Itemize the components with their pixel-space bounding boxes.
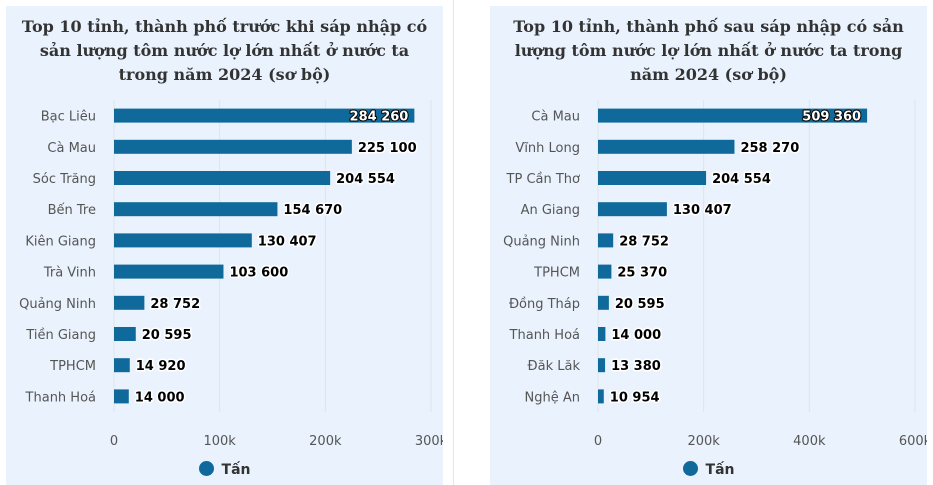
x-tick-label: 300k [415, 434, 443, 449]
legend[interactable]: Tấn [6, 461, 443, 478]
data-label: 204 554 [712, 172, 771, 187]
bar [598, 139, 735, 154]
bar [114, 139, 352, 154]
legend-label: Tấn [221, 462, 251, 478]
data-label: 14 000 [611, 328, 661, 343]
x-tick-label: 100k [203, 434, 236, 449]
bar [598, 108, 868, 123]
data-label: 28 752 [150, 297, 200, 312]
bar [114, 171, 331, 185]
category-label: Thanh Hoá [509, 328, 580, 343]
x-tick-label: 400k [793, 434, 826, 449]
x-tick-label: 200k [687, 434, 720, 449]
category-label: Cà Mau [531, 110, 580, 125]
data-label: 204 554 [336, 172, 395, 187]
data-label: 14 920 [136, 359, 186, 374]
category-label: Đăk Lăk [528, 359, 581, 374]
data-label: 225 100 [358, 141, 417, 156]
category-label: An Giang [521, 203, 580, 218]
bar [114, 264, 224, 279]
bar [114, 233, 252, 248]
data-label: 13 380 [611, 359, 661, 374]
category-label: Đồng Tháp [509, 297, 580, 312]
bar [598, 358, 606, 373]
bar [114, 202, 278, 217]
bar-chart-after-merger: 0 200k 400k 600k Cà Mau 509 360 Vĩnh Long 258 2… [503, 100, 927, 449]
bar [598, 389, 604, 404]
category-label: Bạc Liêu [41, 110, 96, 125]
category-label: Thanh Hoá [25, 390, 96, 405]
bar [598, 295, 609, 310]
bar [114, 389, 129, 404]
data-label: 103 600 [229, 266, 288, 281]
chart-title: Top 10 tỉnh, thành phố sau sáp nhập có s… [513, 17, 904, 84]
bar [598, 327, 606, 341]
bar [114, 327, 136, 341]
data-label: 14 000 [135, 390, 185, 405]
bar [598, 171, 707, 185]
bar [598, 264, 612, 279]
bar [598, 202, 667, 217]
chart-panel-before-merger: Top 10 tỉnh, thành phố trước khi sáp nhậ… [6, 6, 443, 485]
category-label: Trà Vinh [43, 266, 96, 281]
x-tick-label: 0 [110, 434, 118, 449]
data-label: 28 752 [619, 234, 669, 249]
x-tick-label: 600k [899, 434, 927, 449]
x-tick-label: 200k [309, 434, 342, 449]
category-label: Vĩnh Long [515, 141, 580, 156]
data-label: 25 370 [617, 266, 667, 281]
category-label: Bến Tre [48, 203, 96, 218]
data-label: 154 670 [283, 203, 342, 218]
data-label: 130 407 [673, 203, 732, 218]
category-label: Tiền Giang [25, 328, 96, 343]
category-label: TPHCM [49, 359, 96, 374]
data-label: 284 260 [350, 110, 409, 125]
chart-title: Top 10 tỉnh, thành phố trước khi sáp nhậ… [21, 17, 428, 84]
data-label: 20 595 [615, 297, 665, 312]
legend-marker-icon [682, 461, 698, 476]
bar [114, 358, 130, 373]
bar [598, 233, 614, 248]
category-label: Quảng Ninh [503, 234, 580, 249]
bar [114, 108, 415, 123]
panel-divider [453, 0, 454, 485]
legend-label: Tấn [705, 462, 735, 478]
data-label: 509 360 [802, 110, 861, 125]
category-label: Quảng Ninh [19, 297, 96, 312]
category-label: TPHCM [533, 266, 580, 281]
data-label: 258 270 [740, 141, 799, 156]
legend[interactable]: Tấn [490, 461, 927, 478]
data-label: 10 954 [610, 390, 660, 405]
category-label: Cà Mau [47, 141, 96, 156]
bar [114, 295, 145, 310]
legend-marker-icon [198, 461, 214, 476]
category-label: Kiên Giang [25, 234, 96, 249]
x-tick-label: 0 [594, 434, 602, 449]
category-label: Sóc Trăng [33, 172, 96, 187]
data-label: 20 595 [142, 328, 192, 343]
data-label: 130 407 [258, 234, 317, 249]
chart-panel-after-merger: Top 10 tỉnh, thành phố sau sáp nhập có s… [490, 6, 927, 485]
category-label: Nghệ An [525, 390, 580, 405]
category-label: TP Cần Thơ [506, 172, 581, 187]
bar-chart-before-merger: 0 100k 200k 300k Bạc Liêu 284 260 Cà Mau 225 10… [19, 100, 443, 449]
